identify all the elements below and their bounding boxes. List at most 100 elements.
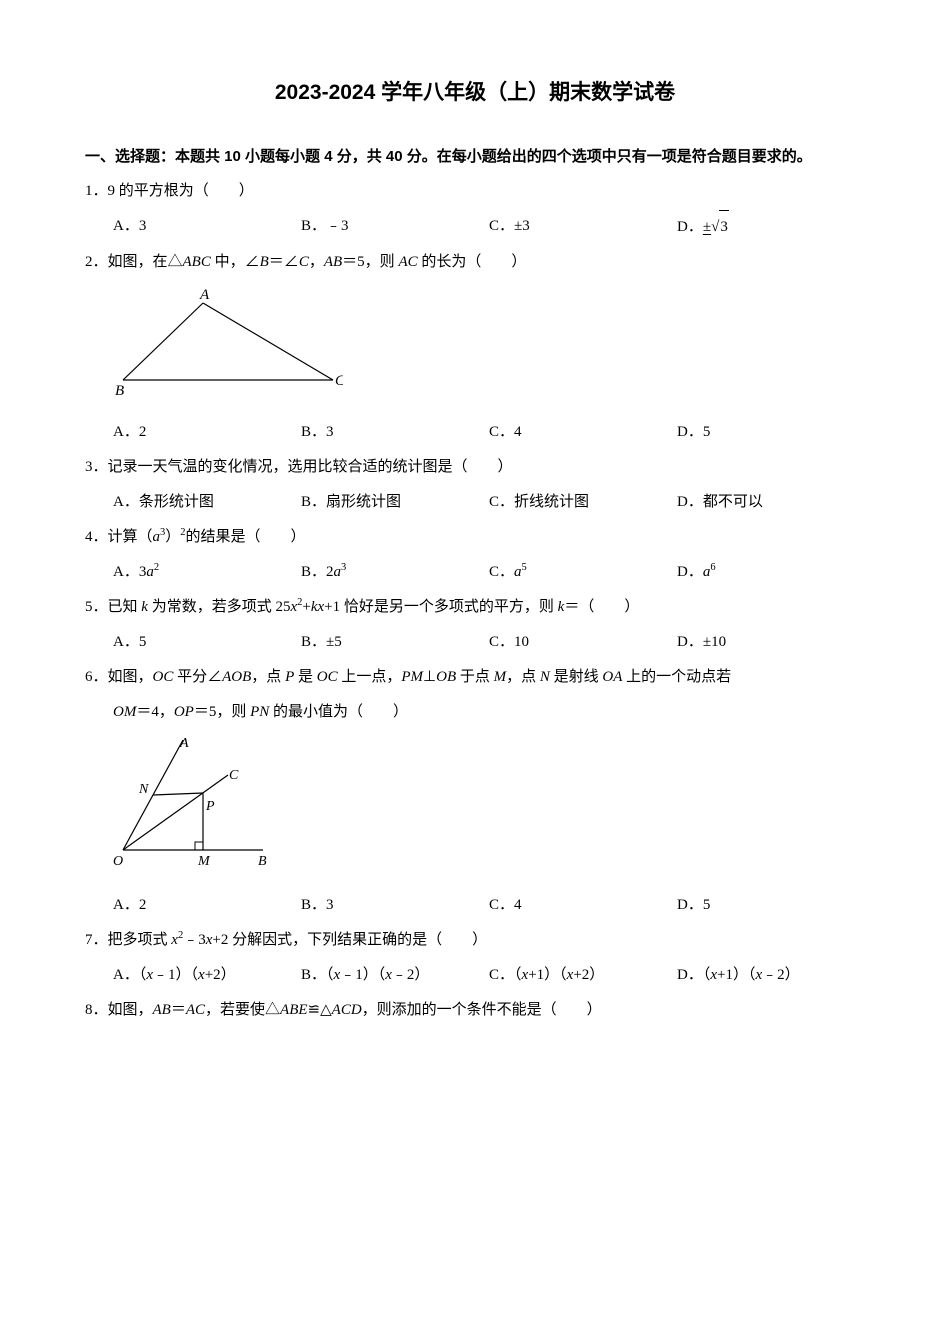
q6-pm: PM (401, 669, 423, 685)
q5-text: ＝（ ） (564, 599, 639, 615)
q6-text: 平分∠ (173, 669, 222, 685)
q6-option-a: A．2 (113, 889, 301, 922)
q6-oa: OA (602, 669, 622, 685)
q7-options: A．（x﹣1）（x+2） B．（x﹣1）（x﹣2） C．（x+1）（x+2） D… (113, 959, 865, 992)
opt-var: x (710, 967, 717, 983)
q7-option-c: C．（x+1）（x+2） (489, 959, 677, 992)
q6-pn: PN (250, 704, 269, 720)
q2-option-c: C．4 (489, 416, 677, 449)
q6-text: 于点 (456, 669, 494, 685)
opt-sup: 5 (522, 562, 527, 573)
opt-text: +1）（ (717, 967, 755, 983)
q1-option-a: A．3 (113, 210, 301, 244)
q3-option-a: A．条形统计图 (113, 486, 301, 519)
q2-b: B (260, 254, 269, 270)
opt-text: B．2 (301, 564, 334, 580)
q6-figure: A N C P O M B (113, 735, 865, 883)
q7-stem: 7．把多项式 x2﹣3x+2 分解因式，下列结果正确的是（ ） (85, 924, 865, 957)
label-a: A (199, 287, 210, 303)
q3-stem: 3．记录一天气温的变化情况，选用比较合适的统计图是（ ） (85, 451, 865, 484)
q6-text: ，点 (506, 669, 540, 685)
opt-text: ﹣1）（ (340, 967, 385, 983)
q6-text: 的最小值为（ ） (269, 704, 408, 720)
q1-options: A．3 B．﹣3 C．±3 D．±√3 (113, 210, 865, 244)
opt-text: D．（ (677, 967, 710, 983)
q2-stem: 2．如图，在△ABC 中，∠B＝∠C，AB＝5，则 AC 的长为（ ） (85, 246, 865, 279)
q2-abc: ABC (183, 254, 211, 270)
opt-text: +2） (573, 967, 604, 983)
q7-option-b: B．（x﹣1）（x﹣2） (301, 959, 489, 992)
q6-stem-line2: OM＝4，OP＝5，则 PN 的最小值为（ ） (113, 696, 865, 729)
q2-c: C (299, 254, 309, 270)
q6-om: OM (113, 704, 136, 720)
q5-kx: kx (311, 599, 324, 615)
q4-option-d: D．a6 (677, 556, 865, 589)
q8-acd: ACD (332, 1002, 362, 1018)
q2-option-d: D．5 (677, 416, 865, 449)
q1-option-c: C．±3 (489, 210, 677, 244)
q5-stem: 5．已知 k 为常数，若多项式 25x2+kx+1 恰好是另一个多项式的平方，则… (85, 591, 865, 624)
q1-stem: 1．9 的平方根为（ ） (85, 175, 865, 208)
label-b: B (258, 854, 267, 869)
angle-figure: A N C P O M B (113, 735, 273, 870)
opt-var: a (334, 564, 342, 580)
q3-option-c: C．折线统计图 (489, 486, 677, 519)
q6-option-c: C．4 (489, 889, 677, 922)
q4-a: a (153, 529, 161, 545)
opt-var: x (146, 967, 153, 983)
label-c: C (335, 373, 343, 389)
opt-sup: 3 (341, 562, 346, 573)
opt-text: ﹣2） (762, 967, 800, 983)
q6-aob: AOB (222, 669, 251, 685)
q7-x: x (171, 932, 178, 948)
q2-ab: AB (324, 254, 342, 270)
q5-option-b: B．±5 (301, 626, 489, 659)
q2-text: 2．如图，在△ (85, 254, 183, 270)
q2-text: ， (309, 254, 324, 270)
q2-text: 中，∠ (211, 254, 260, 270)
q6-stem: 6．如图，OC 平分∠AOB，点 P 是 OC 上一点，PM⊥OB 于点 M，点… (85, 661, 865, 694)
q3-option-d: D．都不可以 (677, 486, 865, 519)
q8-text: ＝ (171, 1002, 186, 1018)
q6-text: ＝4， (136, 704, 174, 720)
opt-var: a (146, 564, 154, 580)
q2-option-b: B．3 (301, 416, 489, 449)
q6-text: ，点 (251, 669, 285, 685)
opt-text: B．（ (301, 967, 334, 983)
q6-op: OP (174, 704, 194, 720)
label-n: N (138, 782, 149, 797)
q8-stem: 8．如图，AB＝AC，若要使△ABE≌△ACD，则添加的一个条件不能是（ ） (85, 994, 865, 1027)
q5-option-c: C．10 (489, 626, 677, 659)
q4-option-b: B．2a3 (301, 556, 489, 589)
q7-text: 7．把多项式 (85, 932, 171, 948)
opt-var: x (385, 967, 392, 983)
q4-option-a: A．3a2 (113, 556, 301, 589)
q2-text: 的长为（ ） (418, 254, 527, 270)
q6-text: 上一点， (338, 669, 402, 685)
q4-text: 的结果是（ ） (186, 529, 306, 545)
opt-var: x (198, 967, 205, 983)
q6-ob: OB (436, 669, 456, 685)
q8-abe: ABE (280, 1002, 308, 1018)
q6-oc: OC (317, 669, 338, 685)
opt-sup: 6 (710, 562, 715, 573)
opt-text: A．（ (113, 967, 146, 983)
opt-sup: 2 (154, 562, 159, 573)
q6-text: 是射线 (550, 669, 603, 685)
label-a: A (179, 736, 189, 751)
q1-option-d: D．±√3 (677, 210, 865, 244)
opt-text: A．3 (113, 564, 146, 580)
opt-text: ﹣2） (392, 967, 430, 983)
q3-option-b: B．扇形统计图 (301, 486, 489, 519)
q7-option-a: A．（x﹣1）（x+2） (113, 959, 301, 992)
label-o: O (113, 854, 123, 869)
q1-d-prefix: D． (677, 219, 703, 235)
q8-text: 8．如图， (85, 1002, 153, 1018)
q6-text: 是 (294, 669, 317, 685)
q2-text: ＝5，则 (342, 254, 398, 270)
q6-text: ＝5，则 (194, 704, 250, 720)
q5-option-a: A．5 (113, 626, 301, 659)
q4-options: A．3a2 B．2a3 C．a5 D．a6 (113, 556, 865, 589)
q6-p: P (285, 669, 294, 685)
q8-text: ≌△ (308, 1002, 332, 1018)
